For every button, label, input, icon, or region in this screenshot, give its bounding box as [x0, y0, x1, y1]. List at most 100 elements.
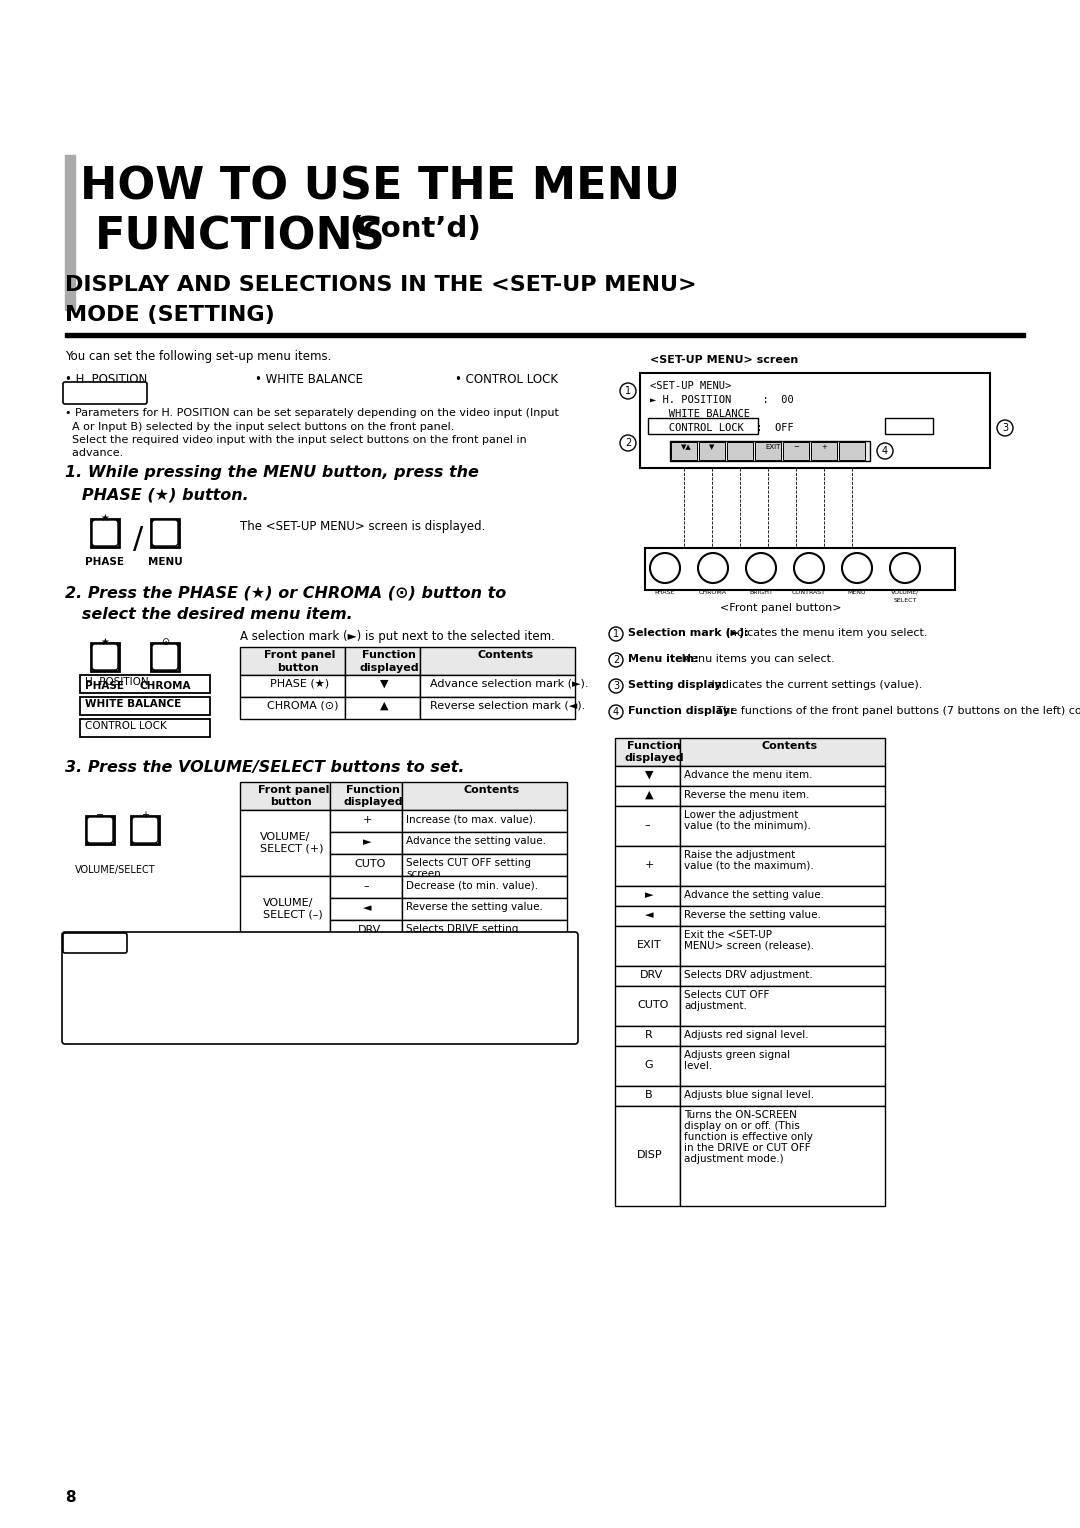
Bar	[811, 442, 837, 460]
Circle shape	[620, 435, 636, 451]
Bar	[680, 805, 885, 847]
Text: Selects DRV adjustment.: Selects DRV adjustment.	[684, 970, 813, 979]
Bar	[330, 898, 402, 920]
Text: • CONTROL LOCK: • CONTROL LOCK	[455, 373, 558, 387]
Bar	[615, 1106, 680, 1206]
FancyBboxPatch shape	[132, 817, 158, 843]
Text: button: button	[276, 663, 319, 672]
Bar	[615, 1086, 680, 1106]
Text: ► H. POSITION     :  00: ► H. POSITION : 00	[650, 396, 794, 405]
Text: advance.: advance.	[65, 449, 123, 458]
Text: screen.: screen.	[406, 869, 444, 879]
Text: Adjusts blue signal level.: Adjusts blue signal level.	[684, 1089, 814, 1100]
Text: Selects CUT OFF: Selects CUT OFF	[684, 990, 769, 999]
Text: Advance the setting value.: Advance the setting value.	[406, 836, 546, 847]
Text: Menu items you can select.: Menu items you can select.	[678, 654, 835, 665]
Text: ◄: ◄	[645, 911, 653, 920]
Text: Function: Function	[362, 649, 416, 660]
Text: MENU: MENU	[148, 558, 183, 567]
Bar	[615, 886, 680, 906]
Bar	[615, 906, 680, 926]
Text: H. POSITION: H. POSITION	[85, 677, 149, 688]
Bar	[680, 1047, 885, 1086]
Text: ⊙: ⊙	[161, 637, 170, 646]
Bar	[345, 646, 420, 675]
Text: (MENU) button.: (MENU) button.	[70, 1021, 163, 1030]
Text: adjustment mode.): adjustment mode.)	[684, 1154, 784, 1164]
Text: 3. Press the VOLUME/SELECT buttons to set.: 3. Press the VOLUME/SELECT buttons to se…	[65, 759, 464, 775]
Text: Lower the adjustment: Lower the adjustment	[684, 810, 798, 821]
Text: DISP: DISP	[637, 1151, 663, 1160]
Text: ▼: ▼	[708, 445, 714, 451]
Text: EXIT: EXIT	[765, 445, 781, 451]
FancyBboxPatch shape	[92, 643, 118, 669]
Bar	[402, 854, 567, 876]
Circle shape	[650, 553, 680, 584]
Text: Selection mark (►):: Selection mark (►):	[627, 628, 748, 639]
Bar	[615, 986, 680, 1025]
Text: Function display:: Function display:	[627, 706, 734, 717]
Bar	[615, 785, 680, 805]
Bar	[839, 442, 865, 460]
Text: DRV: DRV	[639, 970, 663, 979]
Text: displayed: displayed	[360, 663, 419, 672]
Text: • For the WHITE BALANCE setting, select the CUT: • For the WHITE BALANCE setting, select …	[70, 955, 346, 966]
Text: DRV: DRV	[357, 924, 381, 935]
Circle shape	[609, 626, 623, 642]
Text: adjustment.: adjustment.	[684, 1001, 747, 1012]
Text: 2: 2	[625, 439, 631, 448]
Circle shape	[794, 553, 824, 584]
Circle shape	[698, 553, 728, 584]
Bar	[615, 926, 680, 966]
FancyBboxPatch shape	[152, 520, 178, 545]
Text: /: /	[133, 526, 144, 555]
Text: displayed: displayed	[343, 798, 403, 807]
Bar	[680, 1106, 885, 1206]
Text: 3: 3	[1002, 423, 1008, 432]
Text: 3: 3	[613, 681, 619, 691]
Text: Function: Function	[627, 741, 680, 750]
Text: 1: 1	[613, 630, 619, 639]
Circle shape	[620, 384, 636, 399]
Bar	[680, 926, 885, 966]
Text: CUTO: CUTO	[637, 999, 669, 1010]
Text: 1: 1	[625, 387, 631, 396]
Bar	[671, 442, 697, 460]
Text: ★: ★	[100, 513, 109, 523]
Bar	[402, 920, 567, 941]
Bar	[680, 1025, 885, 1047]
Bar	[648, 419, 758, 434]
Bar	[240, 675, 345, 697]
Text: Increase (to max. value).: Increase (to max. value).	[406, 814, 537, 824]
Bar	[420, 675, 575, 697]
Bar	[680, 886, 885, 906]
Text: level.: level.	[684, 1060, 712, 1071]
Text: ►: ►	[645, 889, 653, 900]
Bar	[783, 442, 809, 460]
Text: VOLUME/: VOLUME/	[891, 590, 919, 594]
Text: PHASE (★) button.: PHASE (★) button.	[65, 487, 248, 503]
Bar	[615, 847, 680, 886]
Bar	[240, 876, 330, 941]
Text: screen.: screen.	[406, 935, 444, 944]
Text: 2. Press the PHASE (★) or CHROMA (⊙) button to: 2. Press the PHASE (★) or CHROMA (⊙) but…	[65, 585, 507, 601]
Text: The functions of the front panel buttons (7 buttons on the left) correspond to t: The functions of the front panel buttons…	[713, 706, 1080, 717]
Text: MENU: MENU	[848, 590, 866, 594]
Text: G: G	[645, 1060, 653, 1070]
Bar	[699, 442, 725, 460]
Text: The <SET-UP MENU> screen is displayed.: The <SET-UP MENU> screen is displayed.	[240, 520, 485, 533]
FancyBboxPatch shape	[63, 382, 147, 403]
Circle shape	[842, 553, 872, 584]
Text: +: +	[645, 860, 653, 869]
Text: ★: ★	[100, 637, 109, 646]
Bar	[240, 782, 330, 810]
Text: Advance the setting value.: Advance the setting value.	[684, 889, 824, 900]
Bar	[80, 720, 210, 736]
Text: Select the required video input with the input select buttons on the front panel: Select the required video input with the…	[65, 435, 527, 445]
Text: SELECT: SELECT	[893, 597, 917, 604]
Text: HOW TO USE THE MENU: HOW TO USE THE MENU	[80, 165, 680, 208]
Bar	[680, 906, 885, 926]
Text: • Parameters for H. POSITION can be set separately depending on the video input : • Parameters for H. POSITION can be set …	[65, 408, 558, 419]
Text: ▲: ▲	[645, 790, 653, 801]
Bar	[680, 1086, 885, 1106]
